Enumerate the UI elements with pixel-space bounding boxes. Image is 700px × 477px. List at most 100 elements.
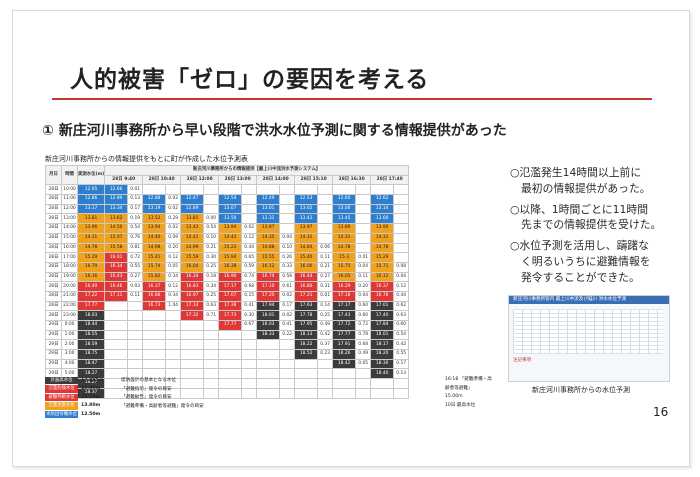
forecast-diff-cell: 0.25 — [203, 290, 220, 302]
forecast-time-header: 28日 13:00 — [218, 174, 258, 186]
date-cell: 28日 — [45, 203, 62, 215]
bullet-item: ○水位予測を活用し、躊躇な く明るいうちに避難情報を 発令することができた。 — [510, 239, 651, 284]
time-cell: 16:00 — [61, 242, 78, 254]
forecast-diff-cell: 0.42 — [317, 329, 334, 341]
forecast-diff-cell — [279, 339, 296, 351]
forecast-diff-cell: 0.17 — [393, 358, 410, 370]
forecast-diff-cell: 0.63 — [203, 300, 220, 312]
forecast-value-cell: 15.75 — [332, 261, 357, 273]
forecast-diff-cell — [279, 349, 296, 360]
forecast-diff-cell — [355, 213, 372, 225]
forecast-value-cell: 14.78 — [332, 242, 357, 254]
forecast-value-cell — [332, 184, 357, 196]
forecast-diff-cell: 0.02 — [165, 223, 182, 234]
forecast-value-cell: 18.01 — [370, 329, 395, 341]
table-row: 28日 19:00 16.16 16.43 0.27 15.82 0.34 16.34 0.18… — [45, 271, 410, 283]
forecast-value-cell — [294, 184, 319, 196]
forecast-diff-cell — [355, 203, 372, 215]
forecast-screenshot: 新庄河川事務所管内 最上川中流及び鮭川 洪水水位予測 注記事項 — [508, 295, 670, 382]
legend-description: 「避難勧告」発令の目安 — [121, 395, 172, 401]
actual-level-cell: 17.22 — [76, 290, 106, 302]
forecast-diff-cell: 0.12 — [165, 281, 182, 292]
forecast-value-cell: 14.99 — [180, 242, 205, 254]
forecast-diff-cell: 0.02 — [279, 290, 296, 302]
header-actual: 実測水位(m) — [76, 164, 106, 186]
slide-subtitle: ① 新庄河川事務所から早い段階で洪水水位予測に関する情報提供があった — [42, 123, 507, 139]
forecast-value-cell: 15.94 — [218, 252, 243, 263]
date-cell: 29日 — [45, 329, 62, 341]
forecast-diff-cell — [393, 232, 410, 244]
table-row: 29日 5:00 18.27 18.40 0.13 — [45, 368, 410, 380]
forecast-value-cell: 14.98 — [142, 242, 167, 254]
forecast-diff-cell: 0.01 — [127, 184, 144, 196]
forecast-value-cell: 13.62 — [104, 213, 129, 225]
forecast-value-cell — [218, 358, 243, 370]
forecast-diff-cell — [165, 329, 182, 341]
forecast-diff-cell — [393, 387, 410, 399]
forecast-diff-cell — [279, 194, 296, 205]
forecast-diff-cell: 0.31 — [317, 281, 334, 292]
forecast-diff-cell: 0.34 — [203, 281, 220, 292]
legend-value: 15.50m — [81, 394, 101, 400]
forecast-diff-cell — [203, 349, 220, 360]
header-month: 月日 — [45, 164, 62, 186]
forecast-value-cell: 16.34 — [180, 271, 205, 283]
forecast-diff-cell: 0.21 — [317, 261, 334, 273]
forecast-diff-cell: 0.23 — [317, 349, 334, 360]
forecast-value-cell — [180, 329, 205, 341]
forecast-diff-cell: 0.60 — [355, 300, 372, 312]
forecast-value-cell: 15.74 — [142, 261, 167, 273]
forecast-value-cell: 15.40 — [294, 252, 319, 263]
forecast-value-cell: 17.10 — [256, 281, 281, 292]
forecast-diff-cell — [279, 184, 296, 196]
forecast-value-cell — [104, 320, 129, 331]
forecast-value-cell: 13.42 — [180, 223, 205, 234]
forecast-value-cell: 12.66 — [104, 184, 129, 196]
table-row: 28日 14:00 13.96 14.50 0.54 13.94 0.02 13.42 0.54… — [45, 223, 410, 234]
forecast-diff-cell — [317, 203, 334, 215]
forecast-value-cell: 15.3 — [332, 252, 357, 263]
table-row: 29日 3:00 18.75 18.52 0.23 18.26 0.49 18.20 0.55 — [45, 349, 410, 360]
forecast-value-cell: 14.50 — [104, 223, 129, 234]
forecast-value-cell: 17.32 — [180, 310, 205, 321]
table-row: 28日 20:00 16.49 16.46 0.03 16.37 0.12 16.83 0.34… — [45, 281, 410, 292]
forecast-diff-cell: 0.11 — [355, 271, 372, 283]
forecast-value-cell: 13.94 — [218, 223, 243, 234]
forecast-diff-cell: 0.12 — [165, 252, 182, 263]
forecast-diff-cell — [355, 242, 372, 254]
forecast-diff-cell: 0.04 — [393, 271, 410, 283]
time-cell: 3:00 — [61, 349, 78, 360]
forecast-value-cell — [142, 320, 167, 331]
forecast-value-cell — [180, 339, 205, 351]
forecast-value-cell: 14.84 — [294, 242, 319, 254]
forecast-diff-cell — [393, 242, 410, 254]
actual-level-cell: 18.03 — [76, 310, 106, 321]
actual-level-cell: 18.55 — [76, 329, 106, 341]
forecast-diff-cell: 0.02 — [165, 194, 182, 205]
forecast-diff-cell: 0.11 — [317, 252, 334, 263]
table-row: 29日 0:00 18.44 17.77 0.67 18.03 0.41 17.95 0.49 1… — [45, 320, 410, 331]
actual-level-cell: 18.59 — [76, 339, 106, 351]
forecast-diff-cell — [241, 358, 258, 370]
forecast-value-cell: 13.90 — [370, 223, 395, 234]
forecast-value-cell: 16.38 — [218, 261, 243, 273]
date-cell: 28日 — [45, 223, 62, 234]
forecast-diff-cell: 0.49 — [355, 349, 372, 360]
forecast-value-cell: 13.89 — [332, 223, 357, 234]
forecast-time-header: 28日 12:00 — [180, 174, 220, 186]
header-time: 時間 — [61, 164, 78, 186]
table-row: 29日 2:00 18.59 18.22 0.37 17.91 0.68 18.17 0.42 — [45, 339, 410, 351]
forecast-value-cell: 18.42 — [332, 358, 357, 370]
forecast-diff-cell: 0.72 — [127, 252, 144, 263]
forecast-diff-cell: 0.17 — [127, 203, 144, 215]
actual-level-cell: 12.65 — [76, 184, 106, 196]
forecast-value-cell: 17.38 — [218, 300, 243, 312]
forecast-diff-cell: 0.30 — [241, 310, 258, 321]
actual-level-cell: 15.29 — [76, 252, 106, 263]
forecast-diff-cell: 0.25 — [203, 261, 220, 273]
forecast-value-cell: 18.13 — [294, 329, 319, 341]
forecast-diff-cell: 0.62 — [393, 300, 410, 312]
forecast-diff-cell: 0.10 — [279, 242, 296, 254]
forecast-value-cell: 16.90 — [218, 271, 243, 283]
time-cell: 22:00 — [61, 300, 78, 312]
